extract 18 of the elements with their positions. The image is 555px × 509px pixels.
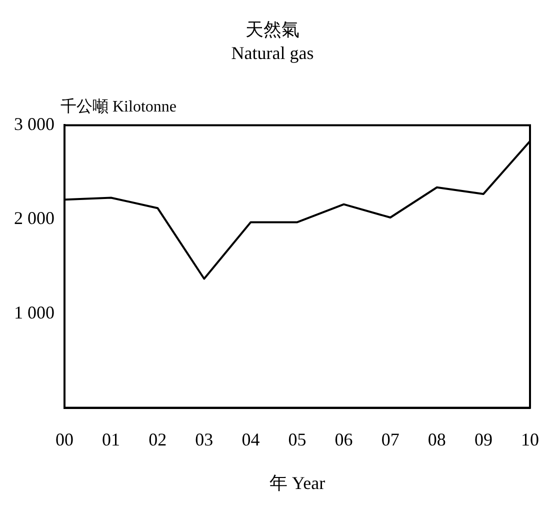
x-tick-label: 02	[148, 429, 167, 450]
y-tick-label: 1 000	[14, 302, 54, 322]
x-axis-title: 年 Year	[269, 472, 326, 493]
x-tick-label: 06	[334, 429, 353, 450]
x-tick-label: 09	[474, 429, 492, 450]
x-tick-label: 04	[242, 429, 260, 450]
x-tick-label: 07	[381, 429, 400, 450]
x-tick-label: 01	[102, 429, 120, 450]
chart-subtitle: Natural gas	[231, 43, 314, 64]
x-tick-label: 00	[56, 429, 74, 450]
x-tick-label: 05	[288, 429, 306, 450]
x-tick-label: 08	[428, 429, 446, 450]
x-tick-label: 10	[521, 429, 539, 450]
y-tick-label: 2 000	[14, 208, 54, 228]
x-tick-label: 03	[195, 429, 214, 450]
chart-title: 天然氣	[246, 20, 300, 40]
y-axis-title: 千公噸 Kilotonne	[60, 97, 176, 116]
y-tick-label: 3 000	[14, 114, 54, 134]
